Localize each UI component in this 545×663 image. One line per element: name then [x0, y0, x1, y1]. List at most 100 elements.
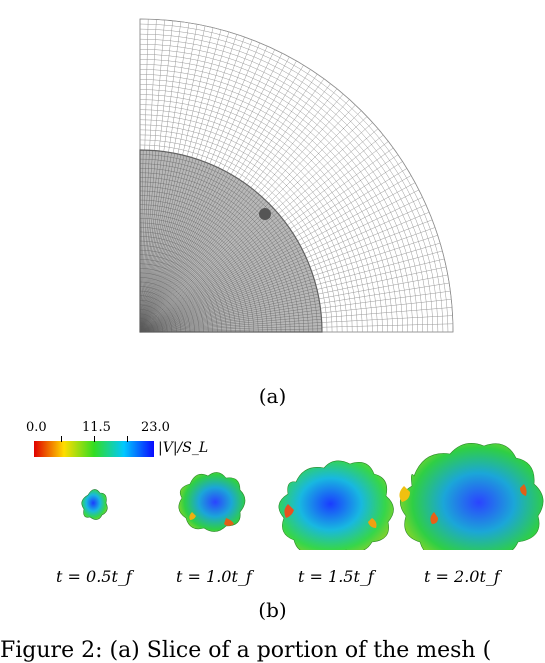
mesh-line	[209, 42, 261, 164]
mesh-line	[139, 188, 253, 333]
mesh-line	[139, 207, 274, 333]
mesh-line	[139, 154, 182, 333]
mesh-figure	[139, 18, 454, 333]
mesh-line	[139, 175, 234, 333]
mesh-line	[139, 150, 157, 333]
mesh-line	[139, 196, 262, 333]
mesh-line	[320, 290, 451, 309]
mesh-line	[139, 315, 322, 333]
mesh-line	[318, 274, 448, 300]
mesh-line	[238, 69, 311, 180]
mesh-line	[299, 182, 416, 246]
mesh-line	[182, 27, 214, 156]
mesh-line	[139, 177, 237, 333]
mesh-line	[139, 192, 258, 333]
mesh-line	[311, 227, 436, 272]
mesh-line	[289, 154, 399, 230]
mesh-line	[139, 219, 284, 333]
mesh-line	[163, 21, 182, 152]
colorbar-tick-mark	[127, 436, 128, 442]
mesh-line	[139, 257, 307, 333]
mesh-line	[168, 22, 190, 153]
mesh-line	[139, 210, 276, 333]
mesh-line	[139, 214, 280, 333]
mesh-line	[139, 306, 321, 333]
panel-a-caption: (a)	[258, 384, 287, 408]
mesh-line	[139, 246, 301, 333]
mesh-line	[139, 300, 320, 333]
mesh-line	[139, 165, 215, 333]
mesh-line	[139, 319, 322, 333]
mesh-line	[139, 203, 269, 333]
kernel-t05	[81, 489, 108, 520]
mesh-line	[139, 227, 290, 333]
mesh-line	[320, 299, 452, 314]
mesh-line	[139, 179, 240, 333]
mesh-line	[250, 83, 331, 188]
mesh-line	[139, 155, 185, 333]
figure-caption: Figure 2: (a) Slice of a portion of the …	[0, 638, 492, 663]
mesh-line	[218, 49, 275, 168]
mesh-line	[139, 164, 212, 333]
mesh-line	[139, 238, 297, 333]
mesh-line	[271, 116, 368, 207]
mesh-line	[139, 297, 319, 333]
mesh-line	[139, 158, 197, 333]
mesh-line	[139, 162, 206, 333]
kernel-t10	[178, 472, 246, 532]
mesh-line	[321, 307, 453, 318]
mesh-line	[242, 73, 318, 183]
mesh-line	[213, 45, 268, 166]
fine-mesh	[139, 149, 323, 333]
mesh-line	[297, 175, 412, 242]
mesh-line	[154, 19, 165, 151]
mesh-line	[139, 275, 314, 333]
colorbar-tick-mark	[94, 436, 95, 442]
flame-kernels	[81, 443, 544, 550]
mesh-line	[204, 39, 253, 163]
mesh-line	[139, 212, 278, 333]
mesh-line	[139, 312, 322, 333]
mesh-line	[265, 104, 356, 201]
mesh-line	[139, 150, 147, 333]
mesh-line	[313, 235, 438, 276]
mesh-line	[139, 303, 320, 333]
mesh-line	[321, 315, 453, 323]
mesh-line	[139, 156, 188, 333]
mesh-line	[284, 141, 389, 222]
mesh-line	[139, 150, 160, 333]
mesh-line	[139, 328, 322, 333]
mesh-line	[172, 24, 198, 154]
mesh-line	[139, 174, 232, 333]
mesh-line	[139, 184, 248, 333]
mesh-line	[139, 243, 300, 333]
mesh-line	[139, 166, 218, 333]
mesh-focus	[259, 208, 271, 220]
mesh-line	[261, 99, 350, 197]
mesh-line	[139, 160, 203, 333]
mesh-line	[139, 150, 150, 333]
mesh-line	[139, 272, 313, 333]
mesh-line	[200, 36, 245, 161]
colorbar-gradient	[34, 441, 154, 457]
time-label-1.5: t = 1.5t_f	[298, 567, 374, 586]
mesh-line	[139, 287, 317, 333]
colorbar-tick-mid: 11.5	[82, 420, 111, 435]
kernel-t20	[399, 443, 544, 550]
mesh-line	[139, 181, 242, 333]
time-label-0.5: t = 0.5t_f	[56, 567, 132, 586]
mesh-line	[222, 53, 283, 170]
mesh-line	[139, 249, 303, 333]
mesh-line	[139, 222, 286, 333]
mesh-line	[287, 147, 394, 226]
mesh-line	[226, 56, 290, 173]
time-label-2.0: t = 2.0t_f	[424, 567, 500, 586]
mesh-line	[139, 217, 282, 333]
coarse-mesh	[139, 18, 454, 333]
mesh-line	[302, 189, 419, 250]
mesh-line	[319, 282, 450, 304]
mesh-line	[139, 284, 316, 333]
mesh-line	[139, 260, 308, 333]
mesh-line	[139, 171, 226, 333]
mesh-line	[139, 194, 260, 333]
